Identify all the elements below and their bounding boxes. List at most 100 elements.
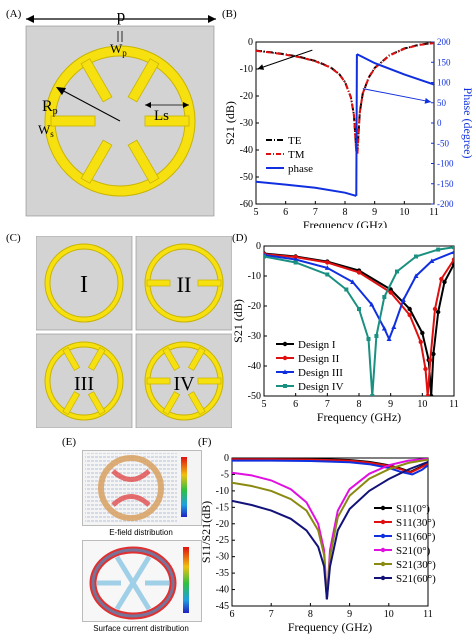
chartD-xtick-label-1: 6 [293, 399, 298, 410]
chartD-legend-label-3: Design IV [298, 381, 344, 393]
chartD-series-2-line [264, 251, 454, 342]
chartD-series-3-point-1 [293, 260, 298, 265]
chartD-series-1-point-11 [439, 276, 444, 282]
chartD-series-1-point-8 [425, 393, 430, 396]
chartF-ytick-label-1: -5 [221, 469, 229, 480]
chartF-plot-frame [231, 457, 429, 607]
chartB-y2tick-label-7: -150 [437, 179, 454, 189]
chartB-xtick-label-3: 8 [343, 207, 348, 218]
chartB-ytick-label-0: 0 [248, 37, 253, 48]
chartD-series-3-point-5 [366, 337, 371, 341]
chartD-series-1-point-6 [418, 339, 423, 345]
chartF-legend-marker-3 [380, 547, 386, 553]
chartD-series-3-point-9 [395, 269, 399, 274]
chartF-xtick-label-2: 8 [308, 609, 313, 620]
chartB-ytick-label-6: -60 [240, 199, 253, 210]
chart-f: 6 7 8 9 10 11 0 -5 -10 -15 -20 -25 -30 -35 -40 -45 Frequ… [199, 453, 436, 634]
e-field-thumbnail [82, 450, 202, 526]
chartB-xtick-label-0: 5 [254, 207, 259, 218]
chartB-y2tick-label-4: 0 [437, 118, 442, 128]
chartD-legend-label-2: Design III [298, 367, 343, 379]
panel-d-label: (D) [232, 232, 248, 244]
panel-b-label: (B) [222, 8, 237, 20]
chartD-series-2-point-10 [429, 258, 435, 263]
chartF-y-label: S11/S21(dB) [199, 501, 213, 563]
chartF-legend-label-4: S21(30°) [396, 559, 436, 571]
chartD-series-1-point-12 [451, 257, 454, 262]
chartD-series-0-point-10 [435, 309, 441, 315]
panel-a-unit-cell: p Wp Rp Ws Ls [25, 8, 216, 217]
chartB-xtick-label-5: 10 [399, 207, 409, 218]
chartD-series-2-point-5 [381, 325, 387, 331]
chartB-legend: TE TM phase [266, 135, 313, 175]
chartF-ytick-label-7: -35 [216, 568, 229, 579]
chartD-legend-label-0: Design I [298, 339, 336, 351]
chartD-series-1-point-5 [407, 312, 412, 318]
chart-b: 5 6 7 8 9 10 11 0 -10 -20 -30 -40 -50 -60 200 150 100 50 0… [226, 37, 474, 228]
chartF-ytick-label-3: -15 [216, 502, 229, 513]
chartF-xtick-label-1: 7 [269, 609, 274, 620]
chartD-xtick-label-4: 9 [388, 399, 393, 410]
panel-c-designs: I II III IV [36, 236, 232, 428]
chartD-xtick-label-2: 7 [325, 399, 330, 410]
chartB-y2tick-label-5: -50 [437, 138, 449, 148]
chartD-x-label: Frequency (GHz) [317, 410, 401, 424]
chartB-arrow-0 [257, 49, 313, 70]
chartF-ytick-label-4: -20 [216, 519, 229, 530]
chart-d: 5 6 7 8 9 10 11 0 -10 -20 -30 -40 -50 Frequency (GHz)… [231, 241, 459, 424]
chartF-xtick-label-3: 9 [347, 609, 352, 620]
chartD-series-1-point-3 [356, 270, 362, 275]
chartB-series-2-line [256, 53, 434, 197]
chartD-series-2-point-9 [413, 273, 419, 278]
chartD-legend-marker-2 [282, 369, 288, 374]
chartF-legend-label-2: S11(60°) [396, 531, 436, 543]
chartD-series-0-point-9 [431, 351, 436, 357]
chartF-plot-area [232, 458, 428, 600]
surface-current-caption: Surface current distribution [93, 624, 189, 633]
chartB-y2tick-label-6: -100 [437, 159, 454, 169]
chartD-series-2-point-3 [350, 279, 356, 284]
design-iii-label: III [74, 373, 94, 395]
chartD-series-2-point-6 [386, 336, 392, 341]
chartD-ytick-label-4: -40 [248, 361, 261, 372]
chartD-series-3-point-11 [436, 247, 441, 252]
chartB-arrow-1 [362, 88, 432, 103]
chartF-ytick-label-5: -25 [216, 535, 229, 546]
chartD-series-0-point-8 [429, 393, 434, 396]
chartD-series-3-point-2 [325, 272, 330, 277]
chartD-legend-marker-3 [283, 384, 287, 388]
chartF-legend-label-1: S11(30°) [396, 517, 436, 529]
chartD-plot-area [264, 246, 454, 396]
chartD-series-3-point-4 [357, 307, 361, 311]
design-ii-cell [135, 236, 232, 331]
chartD-series-1-point-4 [388, 290, 393, 295]
chartD-ytick-label-5: -50 [248, 391, 261, 402]
chartD-xtick-label-0: 5 [262, 399, 267, 410]
chartB-series-1-line [256, 42, 434, 154]
chartD-ytick-label-2: -20 [248, 301, 261, 312]
chartB-y-label: S21 (dB) [226, 101, 237, 145]
chartF-xtick-label-5: 11 [423, 609, 433, 620]
chartD-ytick-label-3: -30 [248, 331, 261, 342]
chartD-series-2-point-2 [324, 265, 330, 270]
chartB-x-label: Frequency (GHz) [303, 218, 387, 228]
chartD-y-label: S21 (dB) [231, 299, 245, 343]
chartB-legend-label-1: TM [288, 149, 305, 161]
chartF-ytick-label-8: -40 [216, 585, 229, 596]
chartB-ytick-label-3: -30 [240, 118, 253, 129]
rp-label: Rp [42, 98, 58, 117]
panel-e-label: (E) [62, 436, 77, 448]
chartB-xtick-label-6: 11 [429, 207, 439, 218]
chartD-series-3-point-6 [370, 394, 375, 396]
chartD-series-3-point-3 [344, 287, 349, 292]
chartF-legend-marker-5 [380, 575, 386, 581]
chartB-legend-label-0: TE [288, 135, 302, 147]
chartD-series-3-point-7 [374, 334, 379, 338]
chartD-series-1-point-7 [423, 366, 428, 372]
chartF-legend-marker-1 [380, 519, 386, 525]
chartF-ytick-label-9: -45 [216, 601, 229, 612]
chartB-xtick-label-4: 9 [372, 207, 377, 218]
chartB-y2tick-label-2: 100 [437, 78, 451, 88]
chartF-ytick-label-6: -30 [216, 552, 229, 563]
chartF-legend: S11(0°) S11(30°) S11(60°) S21(0°) S21(30°) S2… [374, 503, 436, 585]
